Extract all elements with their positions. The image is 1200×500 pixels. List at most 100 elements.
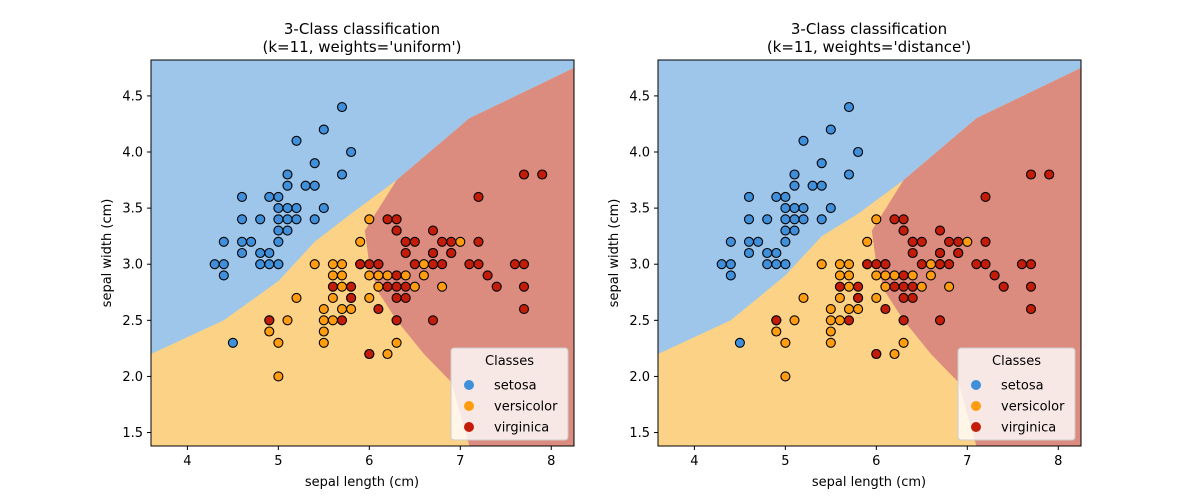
point-virginica <box>1044 169 1055 180</box>
point-setosa <box>743 214 755 225</box>
y-tick-label: 3.5 <box>122 202 143 217</box>
point-virginica <box>409 259 420 270</box>
point-virginica <box>391 281 402 292</box>
region-setosa <box>658 60 1081 354</box>
point-virginica <box>980 191 991 202</box>
point-versicolor <box>825 337 836 348</box>
point-virginica <box>482 270 493 281</box>
point-versicolor <box>264 326 275 337</box>
point-versicolor <box>400 270 411 281</box>
point-setosa <box>282 225 293 236</box>
point-virginica <box>916 259 927 270</box>
point-setosa <box>762 247 773 259</box>
point-virginica <box>518 281 530 292</box>
point-virginica <box>880 259 891 270</box>
point-setosa <box>309 214 320 225</box>
point-setosa <box>282 169 293 180</box>
point-versicolor <box>834 259 845 270</box>
point-setosa <box>255 259 266 270</box>
point-setosa <box>291 135 302 146</box>
point-versicolor <box>962 236 973 247</box>
point-virginica <box>427 259 439 270</box>
point-setosa <box>300 180 311 191</box>
point-setosa <box>309 180 320 191</box>
point-versicolor <box>944 281 955 292</box>
legend-marker-setosa <box>971 380 981 390</box>
point-versicolor <box>282 315 293 326</box>
point-virginica <box>771 315 782 326</box>
point-virginica <box>373 304 384 315</box>
subplot-distance: 3-Class classification (k=11, weights='d… <box>607 20 1082 490</box>
point-versicolor <box>889 348 900 360</box>
point-virginica <box>998 281 1009 292</box>
point-versicolor <box>291 292 302 303</box>
point-virginica <box>391 270 402 281</box>
point-setosa <box>218 236 229 247</box>
y-axis-label: sepal width (cm) <box>100 199 115 308</box>
region-setosa <box>151 60 574 354</box>
point-virginica <box>400 281 411 292</box>
point-virginica <box>934 315 946 326</box>
point-setosa <box>346 146 357 158</box>
point-setosa <box>236 247 248 259</box>
plot-title-line2: (k=11, weights='uniform') <box>263 38 462 56</box>
legend-title: Classes <box>485 354 534 369</box>
point-setosa <box>218 270 229 281</box>
point-setosa <box>780 191 791 202</box>
point-versicolor <box>843 304 855 315</box>
point-virginica <box>843 315 855 326</box>
point-virginica <box>518 304 530 315</box>
axis-ticks: 4 5 6 7 8 1.5 2.0 2.5 3.0 3.5 4.0 4.5 <box>122 89 555 469</box>
point-versicolor <box>916 281 927 292</box>
point-versicolor <box>327 270 338 281</box>
point-setosa <box>282 214 293 225</box>
point-virginica <box>446 236 457 247</box>
point-setosa <box>725 270 736 281</box>
point-setosa <box>291 214 302 225</box>
x-tick-label: 7 <box>456 454 464 469</box>
point-setosa <box>291 203 302 214</box>
point-virginica <box>427 225 439 236</box>
x-tick-label: 7 <box>963 454 971 469</box>
point-virginica <box>437 259 448 270</box>
point-virginica <box>934 225 946 236</box>
point-setosa <box>236 236 248 247</box>
point-virginica <box>1025 259 1037 270</box>
point-versicolor <box>318 337 329 348</box>
point-setosa <box>273 225 284 236</box>
point-virginica <box>518 169 530 180</box>
point-setosa <box>255 247 266 259</box>
point-setosa <box>734 337 745 348</box>
point-setosa <box>309 158 320 169</box>
point-versicolor <box>825 326 836 337</box>
point-setosa <box>798 135 809 146</box>
point-virginica <box>944 236 955 247</box>
point-setosa <box>743 191 755 202</box>
point-setosa <box>843 102 855 113</box>
point-virginica <box>373 259 384 270</box>
point-virginica <box>989 270 1000 281</box>
point-virginica <box>907 292 918 303</box>
point-setosa <box>780 236 791 247</box>
point-versicolor <box>382 348 393 360</box>
point-setosa <box>771 191 782 202</box>
point-versicolor <box>825 304 836 315</box>
point-versicolor <box>273 371 284 382</box>
point-setosa <box>716 259 727 270</box>
x-tick-label: 8 <box>547 454 555 469</box>
point-setosa <box>816 214 827 225</box>
point-setosa <box>318 124 329 135</box>
point-virginica <box>364 259 375 270</box>
point-setosa <box>743 247 755 259</box>
point-setosa <box>843 169 855 180</box>
point-versicolor <box>789 315 800 326</box>
point-versicolor <box>825 315 836 326</box>
point-virginica <box>898 214 909 225</box>
point-versicolor <box>373 270 384 281</box>
plot-frame <box>150 59 575 447</box>
point-virginica <box>1025 169 1037 180</box>
legend-label-versicolor: versicolor <box>494 400 558 415</box>
point-setosa <box>218 259 229 270</box>
point-versicolor <box>336 281 348 292</box>
point-versicolor <box>798 292 809 303</box>
